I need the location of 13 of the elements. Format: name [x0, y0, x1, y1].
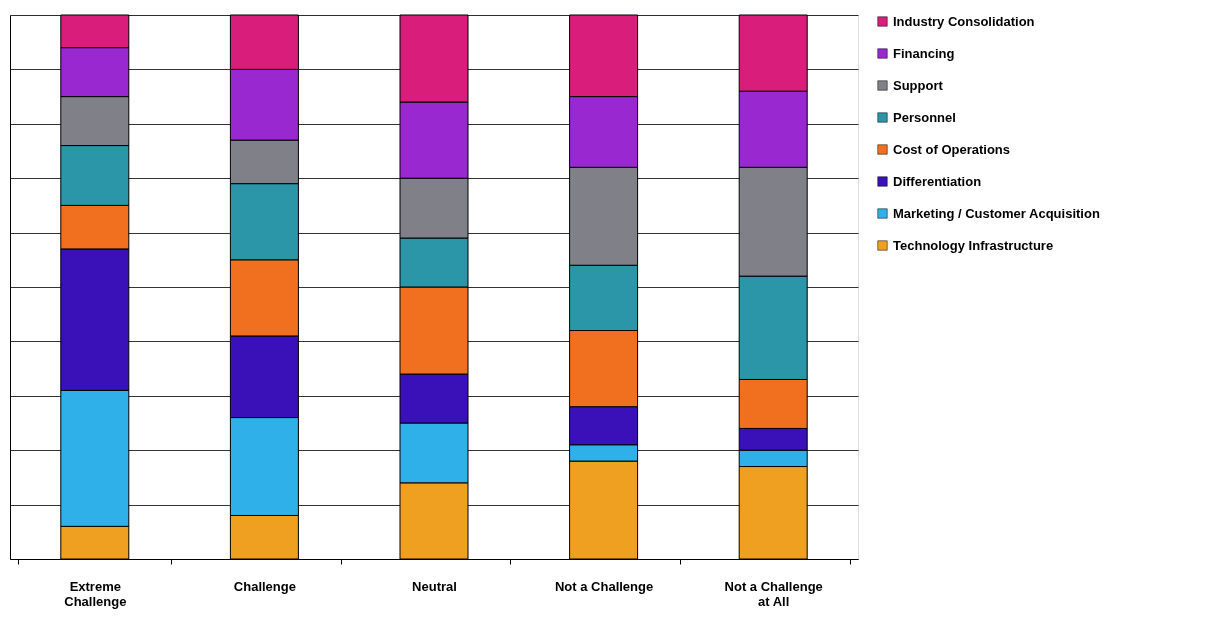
- legend-label: Marketing / Customer Acquisition: [893, 205, 1100, 221]
- x-tick-label: Neutral: [412, 578, 457, 594]
- legend-label: Differentiation: [893, 173, 982, 189]
- legend-label: Technology Infrastructure: [893, 237, 1054, 253]
- x-tick-label: Not a Challenge: [554, 578, 654, 594]
- x-tick-label: Not a Challenge at All: [724, 578, 823, 609]
- x-tick-label: Challenge: [233, 578, 296, 594]
- legend-label: Industry Consolidation: [893, 13, 1035, 29]
- x-tick-label: Extreme Challenge: [64, 578, 127, 609]
- legend-label: Personnel: [893, 109, 956, 125]
- legend-label: Financing: [893, 45, 955, 61]
- legend-label: Cost of Operations: [893, 141, 1011, 157]
- legend-label: Support: [893, 77, 944, 93]
